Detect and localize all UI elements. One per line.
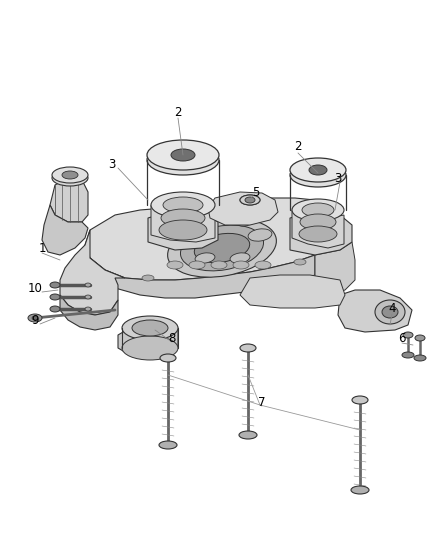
Ellipse shape	[85, 295, 91, 299]
Polygon shape	[60, 295, 118, 330]
Ellipse shape	[255, 261, 271, 269]
Ellipse shape	[237, 218, 253, 226]
Ellipse shape	[147, 140, 219, 170]
Ellipse shape	[62, 171, 78, 179]
Polygon shape	[118, 322, 178, 355]
Text: 3: 3	[334, 172, 342, 184]
Ellipse shape	[302, 203, 334, 217]
Ellipse shape	[211, 261, 227, 269]
Ellipse shape	[192, 221, 208, 229]
Polygon shape	[292, 210, 344, 248]
Ellipse shape	[300, 214, 336, 230]
Ellipse shape	[85, 283, 91, 287]
Ellipse shape	[161, 209, 205, 227]
Ellipse shape	[195, 253, 215, 263]
Ellipse shape	[403, 332, 413, 338]
Ellipse shape	[151, 192, 215, 218]
Ellipse shape	[352, 396, 368, 404]
Ellipse shape	[189, 261, 205, 269]
Ellipse shape	[142, 275, 154, 281]
Ellipse shape	[163, 232, 187, 244]
Ellipse shape	[28, 314, 42, 322]
Ellipse shape	[233, 261, 249, 269]
Ellipse shape	[194, 233, 250, 263]
Ellipse shape	[50, 282, 60, 288]
Ellipse shape	[50, 294, 60, 300]
Ellipse shape	[415, 335, 425, 341]
Ellipse shape	[171, 149, 195, 161]
Ellipse shape	[290, 163, 346, 187]
Text: 4: 4	[388, 302, 396, 314]
Polygon shape	[148, 210, 218, 250]
Ellipse shape	[239, 431, 257, 439]
Ellipse shape	[402, 352, 414, 358]
Ellipse shape	[299, 226, 337, 242]
Ellipse shape	[85, 307, 91, 311]
Polygon shape	[151, 205, 215, 242]
Ellipse shape	[382, 306, 398, 318]
Polygon shape	[338, 290, 412, 332]
Ellipse shape	[309, 165, 327, 175]
Ellipse shape	[168, 219, 276, 277]
Ellipse shape	[50, 306, 60, 312]
Ellipse shape	[292, 199, 344, 221]
Ellipse shape	[160, 354, 176, 362]
Ellipse shape	[248, 229, 272, 241]
Polygon shape	[60, 230, 125, 315]
Ellipse shape	[159, 220, 207, 240]
Ellipse shape	[240, 195, 260, 205]
Polygon shape	[50, 178, 88, 222]
Ellipse shape	[375, 300, 405, 324]
Polygon shape	[315, 242, 355, 295]
Ellipse shape	[230, 253, 250, 263]
Text: 8: 8	[168, 332, 176, 344]
Text: 6: 6	[398, 332, 406, 344]
Text: 9: 9	[31, 313, 39, 327]
Ellipse shape	[132, 320, 168, 336]
Ellipse shape	[294, 259, 306, 265]
Ellipse shape	[244, 197, 256, 203]
Polygon shape	[42, 205, 88, 255]
Text: 5: 5	[252, 187, 260, 199]
Polygon shape	[290, 212, 352, 255]
Ellipse shape	[414, 355, 426, 361]
Ellipse shape	[32, 316, 38, 320]
Ellipse shape	[167, 261, 183, 269]
Ellipse shape	[52, 167, 88, 183]
Ellipse shape	[52, 170, 88, 186]
Polygon shape	[85, 245, 315, 298]
Ellipse shape	[240, 195, 260, 205]
Ellipse shape	[122, 336, 178, 360]
Ellipse shape	[290, 158, 346, 182]
Ellipse shape	[122, 316, 178, 340]
Text: 10: 10	[28, 281, 42, 295]
Polygon shape	[208, 192, 278, 225]
Polygon shape	[240, 275, 345, 308]
Text: 2: 2	[174, 106, 182, 118]
Ellipse shape	[351, 486, 369, 494]
Ellipse shape	[240, 344, 256, 352]
Ellipse shape	[159, 441, 177, 449]
Ellipse shape	[147, 145, 219, 175]
Text: 3: 3	[108, 158, 116, 172]
Ellipse shape	[163, 197, 203, 213]
Polygon shape	[85, 198, 340, 280]
Ellipse shape	[245, 197, 255, 203]
Ellipse shape	[180, 225, 264, 271]
Text: 2: 2	[294, 141, 302, 154]
Text: 1: 1	[38, 241, 46, 254]
Text: 7: 7	[258, 395, 266, 408]
